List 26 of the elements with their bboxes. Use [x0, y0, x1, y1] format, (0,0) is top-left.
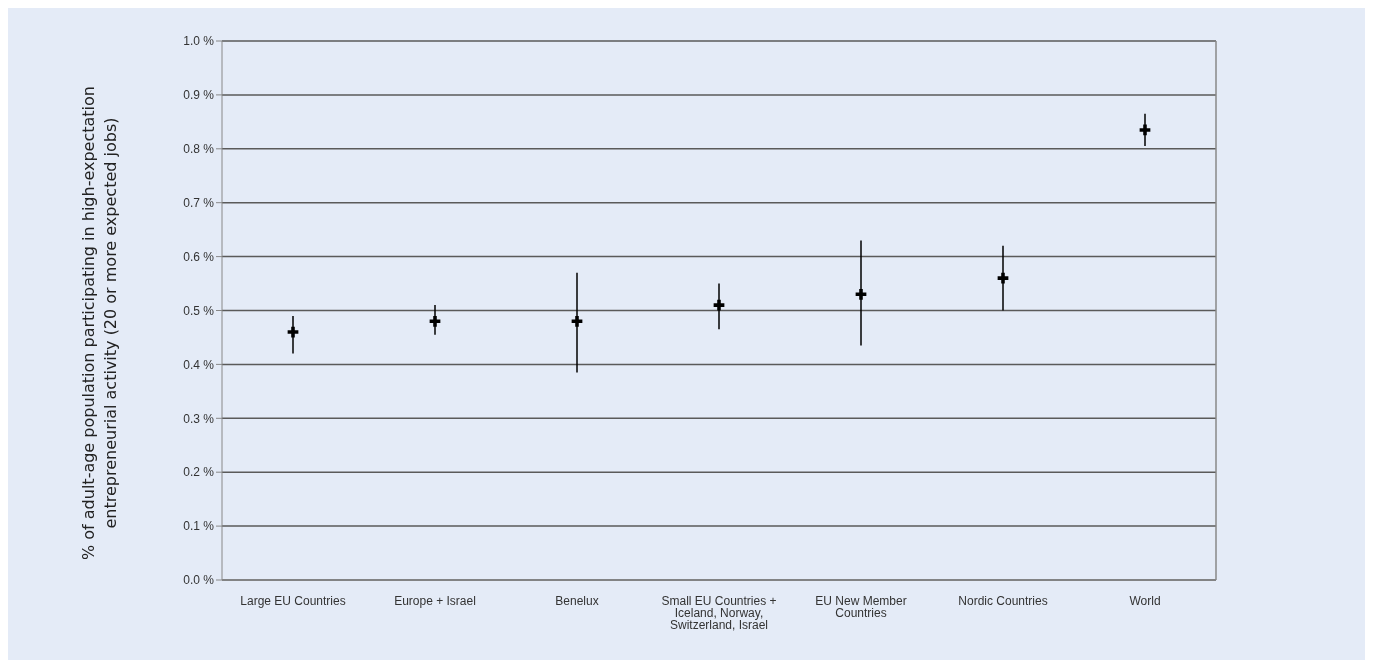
y-axis-title: % of adult-age population participating in high-expectation entrepreneurial activity (20 or more expected jobs): [78, 85, 121, 562]
x-tick-label: EU New Member Countries: [815, 593, 907, 620]
point: [997, 272, 1009, 284]
y-tick-label: 0.3 %: [183, 411, 215, 426]
point: [1139, 124, 1151, 136]
y-tick-label: 0.5 %: [183, 303, 215, 318]
point: [713, 299, 725, 311]
y-tick-label: 1.0 %: [183, 34, 215, 49]
x-tick-label: World: [1129, 593, 1161, 608]
point: [855, 288, 867, 300]
y-tick-label: 0.1 %: [183, 519, 215, 534]
point: [429, 315, 441, 327]
y-tick-label: 0.6 %: [183, 249, 215, 264]
point: [287, 326, 299, 338]
y-tick-label: 0.2 %: [183, 465, 215, 480]
point: [571, 315, 583, 327]
y-tick-label: 0.0 %: [183, 573, 215, 588]
x-tick-label: Benelux: [555, 593, 599, 608]
y-tick-label: 0.4 %: [183, 357, 215, 372]
x-tick-label: Europe + Israel: [394, 593, 476, 608]
y-tick-label: 0.7 %: [183, 195, 215, 210]
y-tick-label: 0.8 %: [183, 142, 215, 157]
y-tick-label: 0.9 %: [183, 88, 215, 103]
x-tick-label: Nordic Countries: [958, 593, 1048, 608]
x-tick-label: Small EU Countries + Iceland, Norway, Switzerland, Israel: [661, 593, 777, 632]
x-tick-label: Large EU Countries: [240, 593, 346, 608]
